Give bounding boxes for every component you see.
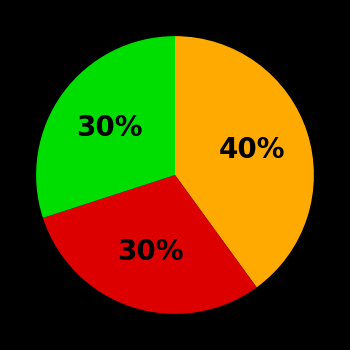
Text: 30%: 30% (117, 238, 183, 266)
Text: 40%: 40% (218, 136, 285, 164)
Text: 30%: 30% (77, 114, 143, 142)
Wedge shape (36, 36, 175, 218)
Wedge shape (43, 175, 257, 314)
Wedge shape (175, 36, 314, 287)
